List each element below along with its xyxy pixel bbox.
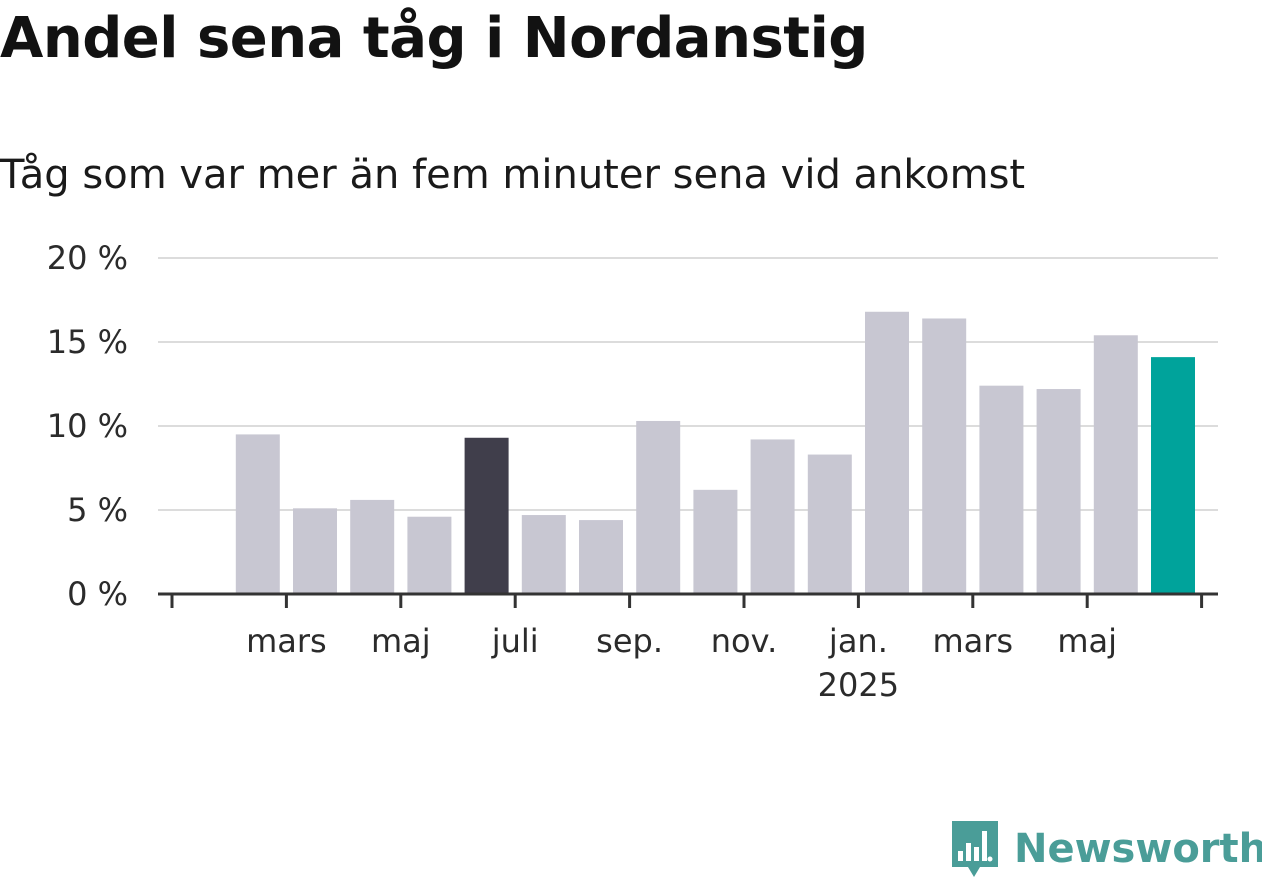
bar: [464, 437, 509, 594]
newsworthy-bar-chart-logo-icon: [952, 821, 998, 877]
bar: [1036, 389, 1081, 594]
x-tick-sublabel: 2025: [818, 666, 899, 704]
bar: [807, 454, 852, 594]
x-tick-label: maj: [1057, 622, 1117, 660]
brand-name: Newsworthy: [1014, 826, 1262, 872]
bar: [750, 439, 795, 594]
bar: [350, 499, 395, 594]
chart-title: Andel sena tåg i Nordanstig: [0, 6, 868, 71]
y-tick-label: 15 %: [47, 323, 128, 361]
brand-logo: Newsworthy: [950, 818, 1262, 880]
bar: [1093, 335, 1138, 594]
bar: [293, 508, 337, 594]
x-tick-label: sep.: [596, 622, 663, 660]
bar: [693, 489, 738, 594]
bar: [865, 311, 909, 594]
bar: [521, 515, 566, 594]
x-tick-label: juli: [491, 622, 539, 660]
x-tick-label: mars: [246, 622, 327, 660]
x-tick-label: maj: [371, 622, 431, 660]
bar: [636, 420, 681, 594]
y-tick-label: 0 %: [67, 575, 128, 613]
chart-subtitle: Tåg som var mer än fem minuter sena vid …: [0, 152, 1026, 198]
y-tick-label: 20 %: [47, 239, 128, 277]
bar: [922, 318, 967, 594]
bar: [235, 434, 280, 594]
x-tick-label: mars: [932, 622, 1013, 660]
bar: [979, 385, 1024, 594]
x-tick-label: nov.: [711, 622, 777, 660]
bar: [1151, 357, 1195, 594]
x-tick-label: jan.: [828, 622, 888, 660]
bar: [407, 516, 452, 594]
y-tick-label: 5 %: [67, 491, 128, 529]
y-tick-label: 10 %: [47, 407, 128, 445]
bar: [579, 520, 623, 594]
